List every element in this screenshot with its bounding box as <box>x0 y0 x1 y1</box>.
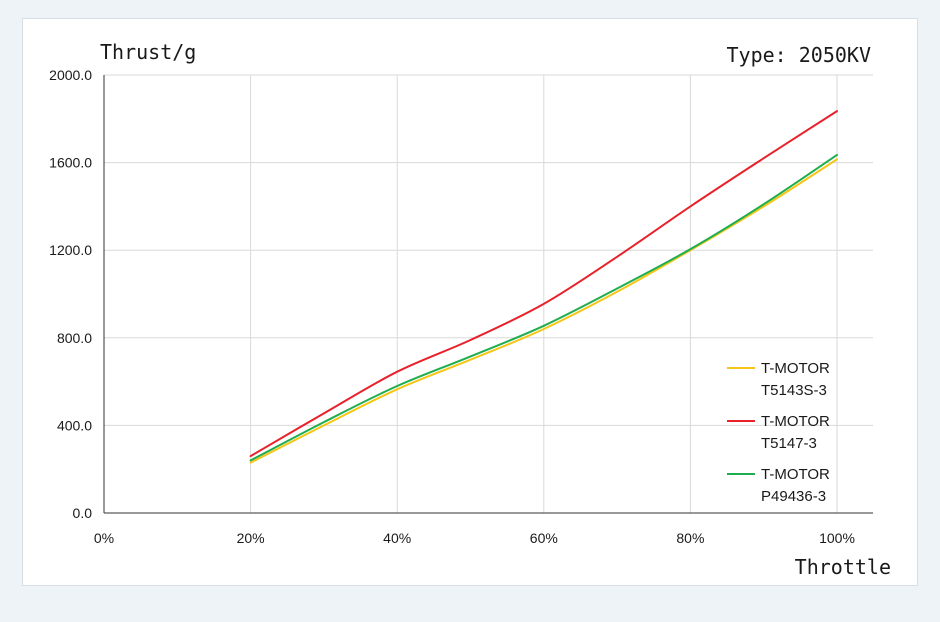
series-line-2 <box>249 153 838 462</box>
series-line-0 <box>249 158 838 464</box>
legend-label-sub: T5143S-3 <box>761 382 827 399</box>
legend-label-sub: T5147-3 <box>761 435 817 452</box>
x-axis-title: Throttle <box>795 555 891 579</box>
legend-label: T-MOTOR <box>761 466 830 483</box>
y-tick-label: 400.0 <box>57 417 92 433</box>
grid-lines <box>104 74 873 513</box>
x-tick-label: 100% <box>819 530 855 546</box>
tick-labels: 0.0 400.0 800.0 1200.0 1600.0 2000.0 0% 20% 40% 6… <box>49 67 855 546</box>
y-tick-label: 1200.0 <box>49 242 92 258</box>
legend-label: T-MOTOR <box>761 413 830 430</box>
series-line-1 <box>249 110 838 458</box>
legend: T-MOTOR T5143S-3 T-MOTOR T5147-3 T-MOTOR P494… <box>727 360 830 505</box>
y-axis-title: Thrust/g <box>100 40 196 64</box>
y-tick-label: 0.0 <box>73 505 93 521</box>
x-tick-label: 20% <box>237 530 265 546</box>
chart-card <box>22 18 918 586</box>
legend-label: T-MOTOR <box>761 360 830 377</box>
x-tick-label: 40% <box>383 530 411 546</box>
type-annotation: Type: 2050KV <box>727 43 872 67</box>
y-tick-label: 800.0 <box>57 330 92 346</box>
x-tick-label: 80% <box>676 530 704 546</box>
y-tick-label: 2000.0 <box>49 67 92 83</box>
y-tick-label: 1600.0 <box>49 155 92 171</box>
x-tick-label: 60% <box>530 530 558 546</box>
x-tick-label: 0% <box>94 530 114 546</box>
series-lines <box>249 110 838 464</box>
axes <box>103 75 873 514</box>
legend-label-sub: P49436-3 <box>761 488 826 505</box>
